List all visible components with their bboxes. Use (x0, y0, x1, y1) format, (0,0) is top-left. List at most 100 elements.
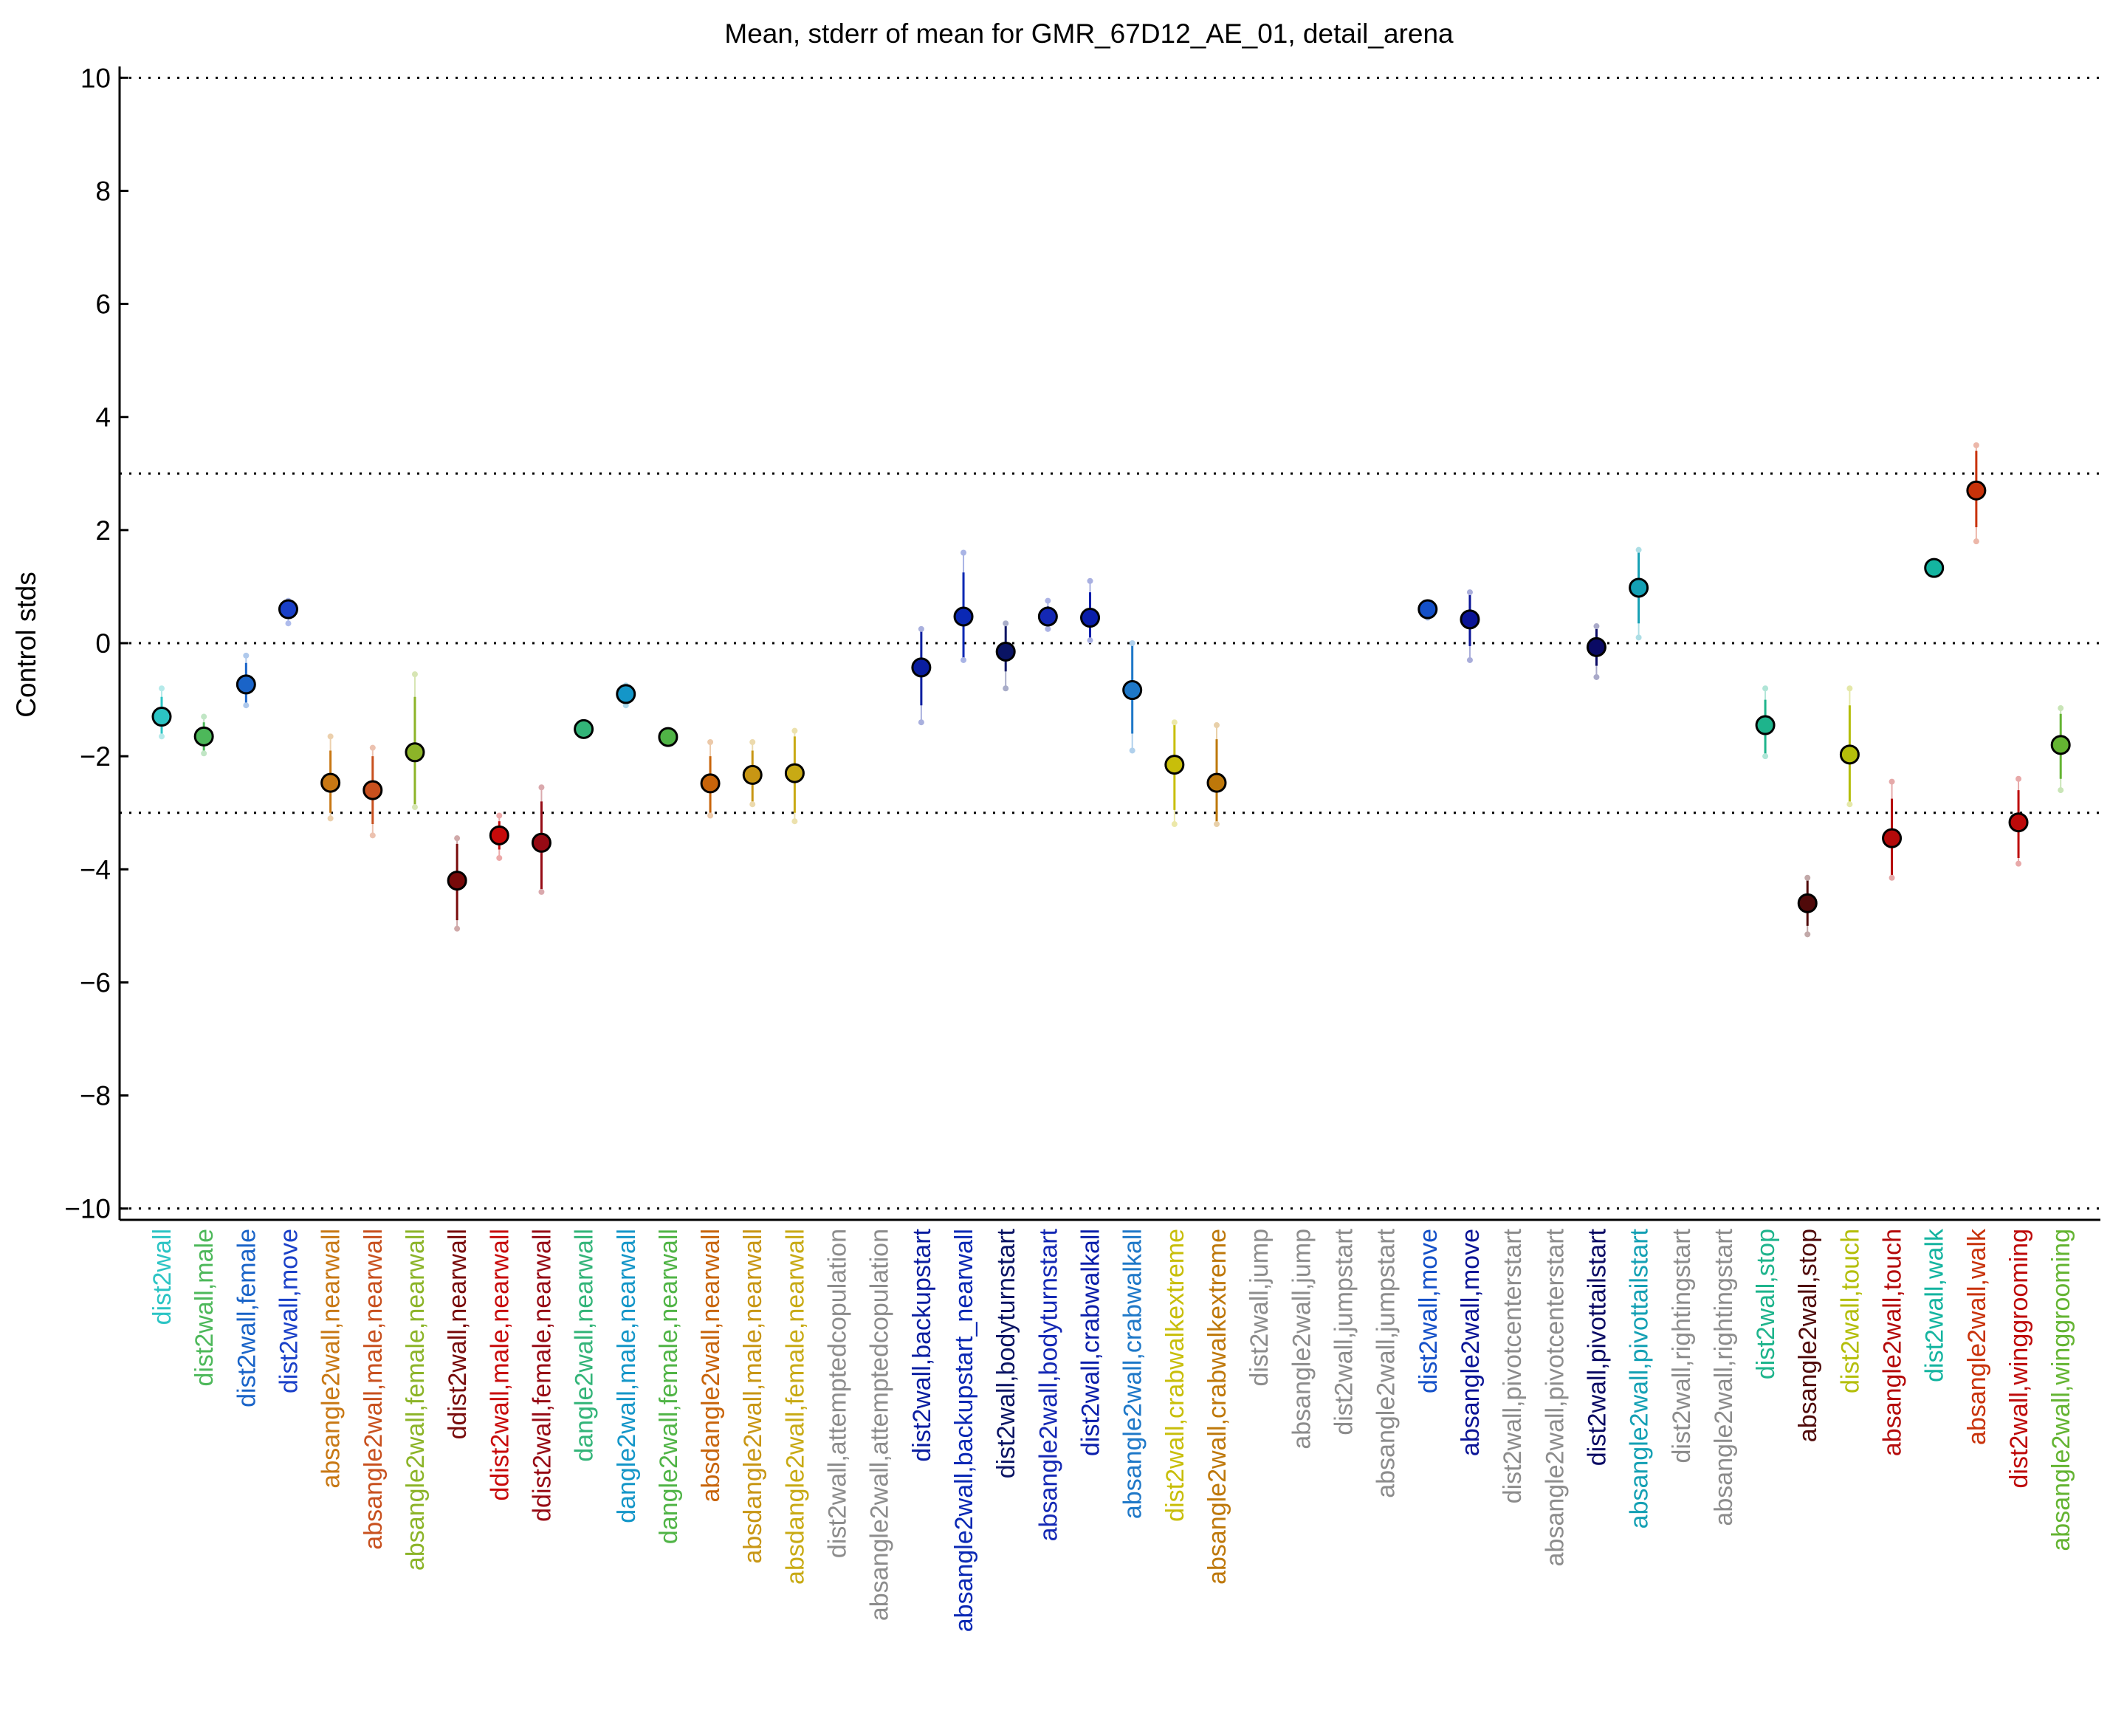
x-tick-label: absangle2wall,crabwalkall (1119, 1229, 1147, 1519)
x-tick-label: absangle2wall,move (1457, 1229, 1485, 1456)
range-low-dot (285, 620, 292, 627)
range-low-dot (1846, 801, 1853, 808)
x-tick-label: absangle2wall,pivottailstart (1626, 1228, 1654, 1529)
y-tick-label: 8 (95, 176, 111, 206)
range-high-dot (749, 738, 756, 745)
range-high-dot (2016, 775, 2022, 782)
mean-marker (1882, 828, 1903, 848)
data-point-group (236, 652, 256, 709)
mean-marker (362, 780, 383, 800)
range-low-dot (791, 818, 798, 825)
range-high-dot (327, 733, 334, 740)
range-low-dot (749, 801, 756, 808)
data-point-group (742, 738, 763, 808)
data-point-group (658, 727, 678, 747)
x-tick-label: dist2wall,pivotcenterstart (1499, 1228, 1527, 1503)
data-point-group (320, 733, 341, 822)
y-tick-label: 4 (95, 402, 111, 433)
data-point-group (1839, 685, 1860, 808)
mean-marker (320, 772, 341, 793)
mean-marker (574, 718, 594, 739)
range-high-dot (201, 713, 207, 720)
x-tick-label: dist2wall,pivottailstart (1583, 1228, 1611, 1466)
range-low-dot (201, 750, 207, 757)
data-point-group (1417, 599, 1438, 621)
data-point-group (1882, 778, 1903, 881)
x-tick-label: ddist2wall,female,nearwall (528, 1229, 556, 1522)
x-tick-label: ddist2wall,nearwall (444, 1229, 472, 1439)
range-low-dot (1466, 656, 1473, 663)
range-low-dot (1635, 634, 1642, 641)
range-low-dot (1762, 753, 1769, 760)
x-tick-label: absangle2wall,winggrooming (2047, 1229, 2075, 1551)
range-low-dot (538, 888, 545, 895)
range-low-dot (2058, 787, 2064, 794)
range-low-dot (1087, 637, 1093, 644)
x-tick-label: absangle2wall,rightingstart (1710, 1228, 1738, 1526)
mean-marker (278, 599, 298, 620)
data-point-group (1460, 589, 1480, 663)
x-tick-label: absangle2wall,jumpstart (1372, 1228, 1401, 1497)
data-point-group (1037, 597, 1058, 632)
range-low-dot (1045, 625, 1051, 632)
x-tick-label: absdangle2wall,nearwall (697, 1229, 725, 1502)
range-high-dot (538, 784, 545, 791)
mean-marker (700, 773, 721, 794)
range-low-dot (1973, 538, 1979, 545)
range-low-dot (1171, 821, 1178, 828)
y-tick-label: −6 (80, 967, 111, 998)
mean-marker (658, 727, 678, 747)
range-high-dot (1973, 442, 1979, 449)
range-high-dot (454, 835, 461, 842)
x-tick-label: absdangle2wall,female,nearwall (781, 1229, 809, 1585)
range-high-dot (1804, 874, 1811, 881)
mean-marker (1629, 577, 1649, 598)
mean-marker (151, 707, 172, 727)
x-tick-label: dist2wall,backupstart (908, 1228, 936, 1461)
mean-marker (1839, 744, 1860, 765)
data-point-group (2008, 775, 2029, 867)
mean-marker (742, 764, 763, 785)
range-low-dot (1003, 685, 1009, 692)
data-point-group (193, 713, 214, 757)
data-point-group (1755, 685, 1776, 760)
range-low-dot (1129, 747, 1135, 754)
range-high-dot (1846, 685, 1853, 692)
mean-marker (2050, 735, 2071, 755)
mean-marker (911, 657, 932, 678)
y-tick-label: −10 (64, 1194, 111, 1224)
x-tick-label: absangle2wall,jump (1288, 1229, 1316, 1449)
range-high-dot (1889, 778, 1895, 785)
x-tick-label: absangle2wall,pivotcenterstart (1541, 1228, 1569, 1566)
data-point-group (489, 812, 509, 861)
range-high-dot (1593, 623, 1600, 630)
data-point-group (784, 727, 805, 825)
mean-marker (2008, 812, 2029, 833)
x-tick-label: absangle2wall,stop (1794, 1229, 1822, 1442)
mean-marker (405, 742, 425, 763)
x-tick-label: dangle2wall,nearwall (571, 1229, 599, 1462)
data-point-group (995, 620, 1016, 692)
range-high-dot (1045, 597, 1051, 604)
range-low-dot (327, 815, 334, 822)
range-high-dot (496, 812, 503, 819)
mean-marker (1164, 755, 1185, 775)
y-tick-label: 0 (95, 628, 111, 659)
x-tick-labels: dist2wall dist2wall,male dist2wall,female d… (148, 1228, 2075, 1632)
data-point-group (1924, 557, 1945, 578)
range-high-dot (1171, 719, 1178, 726)
data-point-group (405, 671, 425, 811)
y-tick-label: −4 (80, 854, 111, 885)
data-point-group (1966, 442, 1987, 545)
data-point-group (700, 738, 721, 819)
range-high-dot (1466, 589, 1473, 596)
x-tick-label: dist2wall,attemptedcopulation (824, 1229, 852, 1558)
range-high-dot (1762, 685, 1769, 692)
x-tick-label: dangle2wall,female,nearwall (655, 1229, 683, 1544)
reference-lines (120, 76, 2100, 1210)
y-axis-label: Control stds (11, 572, 41, 717)
mean-marker (447, 871, 467, 891)
mean-marker (1460, 609, 1480, 630)
